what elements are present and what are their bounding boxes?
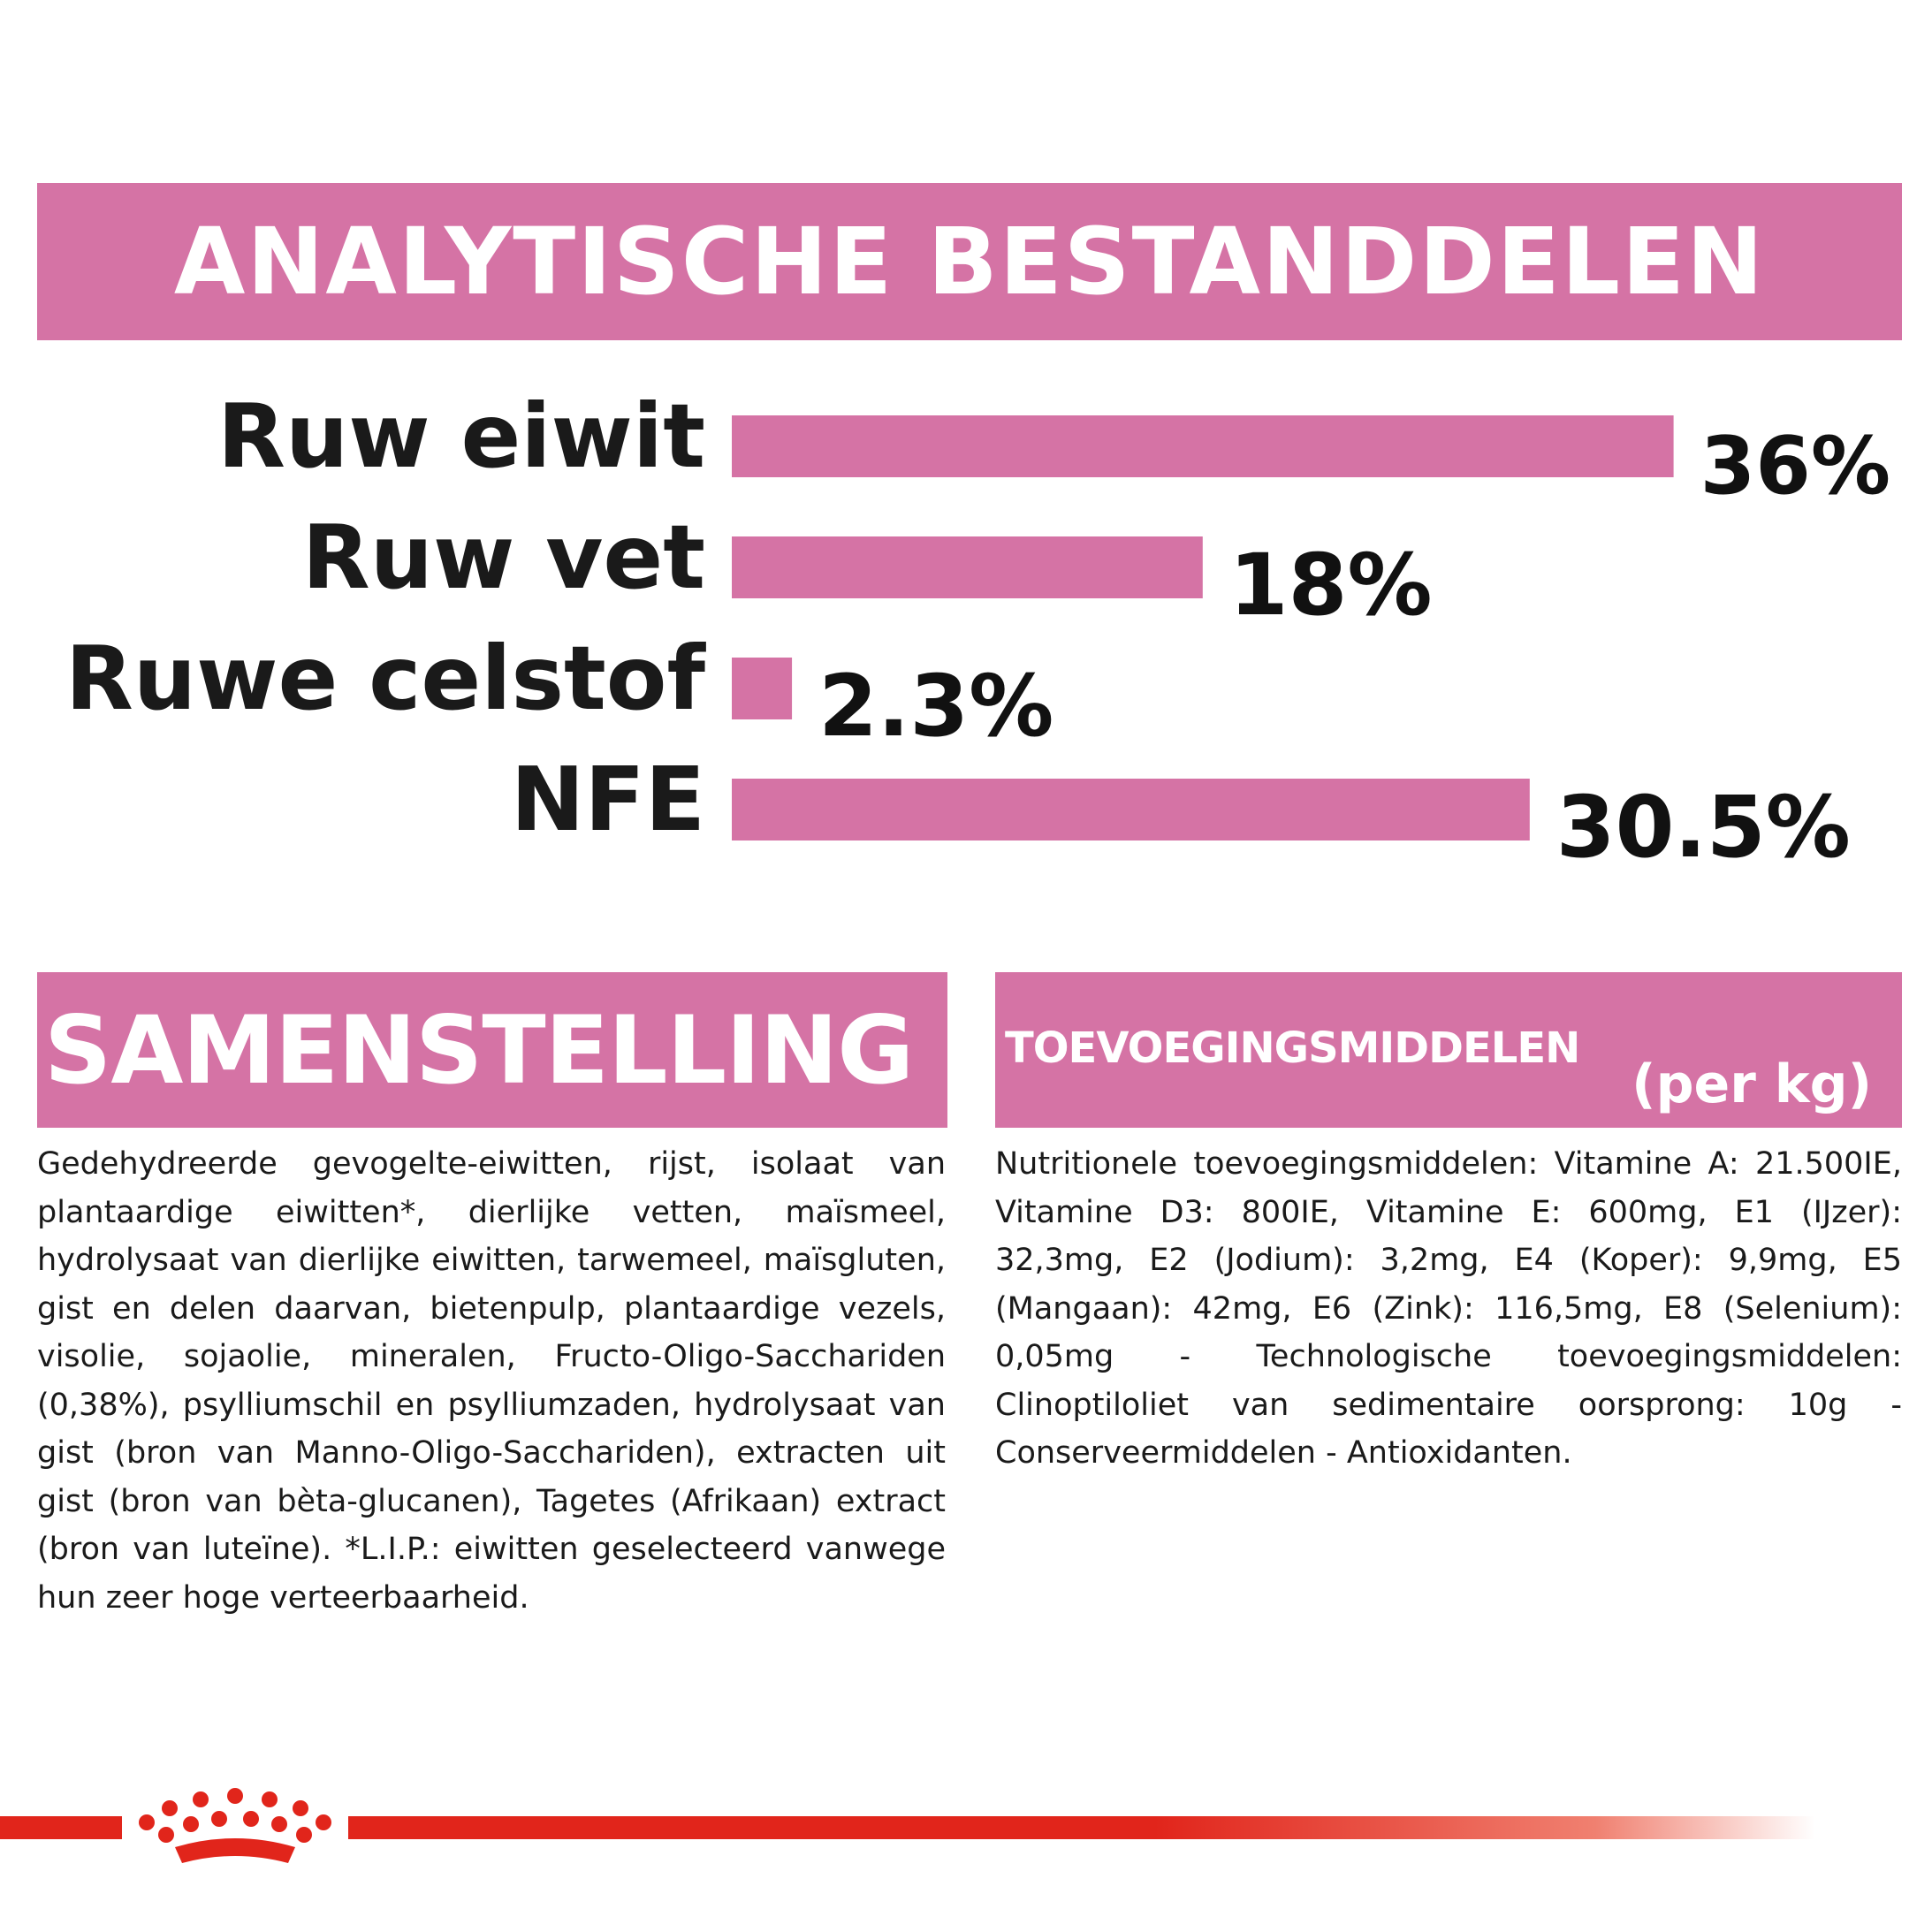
samenstelling-banner: SAMENSTELLING: [37, 972, 947, 1128]
toevoegingsmiddelen-unit: (per kg): [1632, 1053, 1872, 1115]
value-label: 30.5%: [1556, 778, 1851, 866]
footer-line-right: [348, 1816, 1815, 1839]
footer-line-left: [0, 1816, 122, 1839]
bar: [732, 658, 793, 719]
value-label: 18%: [1229, 536, 1433, 635]
samenstelling-text: Gedehydreerde gevogelte-eiwitten, rijst,…: [37, 1146, 946, 1616]
toevoegingsmiddelen-title: TOEVOEGINGSMIDDELEN: [1005, 1023, 1580, 1073]
value-label: 36%: [1700, 420, 1890, 513]
samenstelling-title: SAMENSTELLING: [44, 995, 914, 1105]
category-label: Ruw eiwit: [217, 384, 705, 488]
category-label: Ruwe celstof: [65, 627, 707, 730]
toevoegingsmiddelen-banner: TOEVOEGINGSMIDDELEN (per kg): [995, 972, 1902, 1128]
royal-canin-crown-icon: [139, 1788, 331, 1863]
value-label: 2.3%: [818, 657, 1053, 756]
toevoegingsmiddelen-text: Nutritionele toevoegingsmiddelen: Vitami…: [995, 1146, 1902, 1471]
bar: [732, 536, 1203, 598]
bar: [732, 779, 1530, 840]
bar: [732, 415, 1674, 477]
category-label: Ruw vet: [302, 506, 705, 609]
category-label: NFE: [511, 748, 705, 851]
nutrient-bar-chart: Ruw eiwit 36% Ruw vet 18% Ruwe celstof 2.3% NF…: [65, 384, 1890, 866]
analytic-title: ANALYTISCHE BESTANDDELEN: [173, 208, 1766, 316]
analytic-banner: ANALYTISCHE BESTANDDELEN: [37, 183, 1902, 340]
